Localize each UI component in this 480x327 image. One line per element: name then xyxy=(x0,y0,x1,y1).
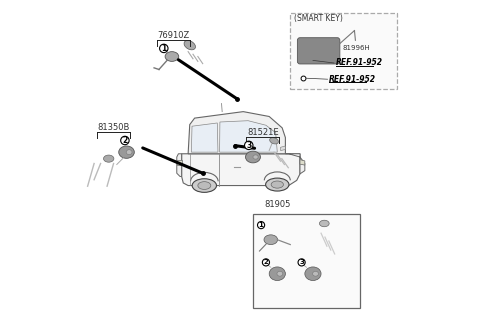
Circle shape xyxy=(257,221,264,229)
Ellipse shape xyxy=(184,41,195,50)
Polygon shape xyxy=(300,160,305,165)
Ellipse shape xyxy=(126,150,132,155)
Circle shape xyxy=(298,259,305,266)
Ellipse shape xyxy=(277,271,283,276)
Text: 81996H: 81996H xyxy=(342,45,370,51)
Ellipse shape xyxy=(271,181,284,188)
Circle shape xyxy=(120,136,129,145)
Polygon shape xyxy=(280,146,286,150)
Polygon shape xyxy=(181,154,300,185)
Circle shape xyxy=(159,44,168,53)
Ellipse shape xyxy=(245,151,261,163)
Ellipse shape xyxy=(312,271,318,276)
Ellipse shape xyxy=(270,138,278,144)
Text: 81905: 81905 xyxy=(264,200,290,209)
Ellipse shape xyxy=(165,52,179,61)
Circle shape xyxy=(263,259,269,266)
Text: 2: 2 xyxy=(122,136,128,145)
Ellipse shape xyxy=(265,178,289,191)
Ellipse shape xyxy=(253,155,258,159)
Ellipse shape xyxy=(319,220,329,227)
Polygon shape xyxy=(177,160,181,165)
Text: (SMART KEY): (SMART KEY) xyxy=(294,14,343,24)
Polygon shape xyxy=(219,121,277,152)
Text: REF.91-952: REF.91-952 xyxy=(329,75,376,84)
Polygon shape xyxy=(188,112,286,154)
Circle shape xyxy=(244,141,253,149)
Ellipse shape xyxy=(198,182,211,189)
Polygon shape xyxy=(192,123,218,152)
Text: 1: 1 xyxy=(161,44,167,53)
Text: 1: 1 xyxy=(259,222,264,228)
Ellipse shape xyxy=(119,146,134,158)
Polygon shape xyxy=(286,154,305,174)
FancyBboxPatch shape xyxy=(298,38,340,64)
Text: 76910Z: 76910Z xyxy=(157,31,190,40)
Ellipse shape xyxy=(264,235,277,245)
Text: 3: 3 xyxy=(246,141,252,150)
Text: 2: 2 xyxy=(264,259,268,266)
Text: REF.91-952: REF.91-952 xyxy=(336,59,383,67)
Ellipse shape xyxy=(104,155,114,162)
Text: 81521E: 81521E xyxy=(247,128,278,137)
Polygon shape xyxy=(177,154,181,177)
Text: 3: 3 xyxy=(299,259,304,266)
Ellipse shape xyxy=(192,179,216,192)
Ellipse shape xyxy=(305,267,321,281)
Ellipse shape xyxy=(269,267,286,281)
Bar xyxy=(290,13,397,89)
Bar xyxy=(253,214,360,308)
Text: 81350B: 81350B xyxy=(97,123,130,132)
